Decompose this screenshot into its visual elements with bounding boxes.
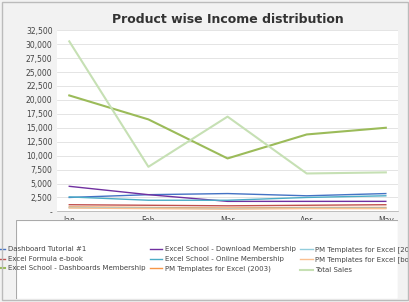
Excel School - Online Membership (67, 195, 72, 199)
FancyBboxPatch shape (16, 220, 397, 299)
PM Templates for Excel [2007] (67, 206, 72, 209)
Line: Excel School - Online Membership: Excel School - Online Membership (69, 196, 385, 200)
PM Templates for Excel (2003) (225, 206, 229, 210)
Dashboard Tutorial #1 (146, 193, 151, 197)
Line: PM Templates for Excel (2003): PM Templates for Excel (2003) (69, 207, 385, 208)
Total Sales (67, 40, 72, 43)
Excel School - Download Membership (146, 193, 151, 197)
PM Templates for Excel (2003) (303, 206, 308, 209)
PM Templates for Excel (2003) (67, 205, 72, 209)
Line: PM Templates for Excel [2007]: PM Templates for Excel [2007] (69, 207, 385, 209)
Excel Formula e-book (67, 203, 72, 207)
Excel Formula e-book (225, 204, 229, 208)
PM Templates for Excel [both] (225, 207, 229, 211)
Total Sales (303, 172, 308, 175)
Line: PM Templates for Excel [both]: PM Templates for Excel [both] (69, 208, 385, 209)
Excel School - Online Membership (146, 198, 151, 202)
Dashboard Tutorial #1 (67, 196, 72, 199)
Excel School - Download Membership (303, 200, 308, 203)
Dashboard Tutorial #1 (382, 192, 387, 195)
Line: Dashboard Tutorial #1: Dashboard Tutorial #1 (69, 194, 385, 198)
Dashboard Tutorial #1 (303, 194, 308, 198)
Excel School - Dashboards Membership (382, 126, 387, 130)
PM Templates for Excel [2007] (225, 207, 229, 210)
Excel School - Dashboards Membership (225, 157, 229, 160)
Total Sales (382, 171, 387, 174)
Excel School - Download Membership (382, 200, 387, 203)
PM Templates for Excel [both] (303, 207, 308, 210)
Excel School - Dashboards Membership (146, 117, 151, 121)
Excel Formula e-book (382, 203, 387, 207)
Excel Formula e-book (303, 204, 308, 207)
Excel School - Download Membership (225, 200, 229, 203)
PM Templates for Excel (2003) (146, 206, 151, 209)
Excel School - Download Membership (67, 185, 72, 188)
Total Sales (225, 115, 229, 118)
Excel School - Online Membership (382, 194, 387, 198)
Title: Product wise Income distribution: Product wise Income distribution (111, 13, 343, 26)
PM Templates for Excel [both] (67, 206, 72, 210)
PM Templates for Excel [2007] (382, 206, 387, 210)
Dashboard Tutorial #1 (225, 192, 229, 195)
Line: Excel School - Download Membership: Excel School - Download Membership (69, 186, 385, 201)
PM Templates for Excel (2003) (382, 206, 387, 209)
Excel School - Dashboards Membership (67, 94, 72, 97)
Excel School - Online Membership (225, 198, 229, 202)
Excel School - Dashboards Membership (303, 133, 308, 136)
Line: Total Sales: Total Sales (69, 41, 385, 173)
Legend: Dashboard Tutorial #1, Excel Formula e-book, Excel School - Dashboards Membershi: Dashboard Tutorial #1, Excel Formula e-b… (0, 243, 409, 276)
PM Templates for Excel [both] (382, 207, 387, 210)
Total Sales (146, 165, 151, 169)
PM Templates for Excel [2007] (146, 206, 151, 210)
PM Templates for Excel [both] (146, 207, 151, 210)
Excel Formula e-book (146, 204, 151, 207)
PM Templates for Excel [2007] (303, 206, 308, 210)
Line: Excel School - Dashboards Membership: Excel School - Dashboards Membership (69, 95, 385, 159)
Excel School - Online Membership (303, 196, 308, 199)
Line: Excel Formula e-book: Excel Formula e-book (69, 205, 385, 206)
